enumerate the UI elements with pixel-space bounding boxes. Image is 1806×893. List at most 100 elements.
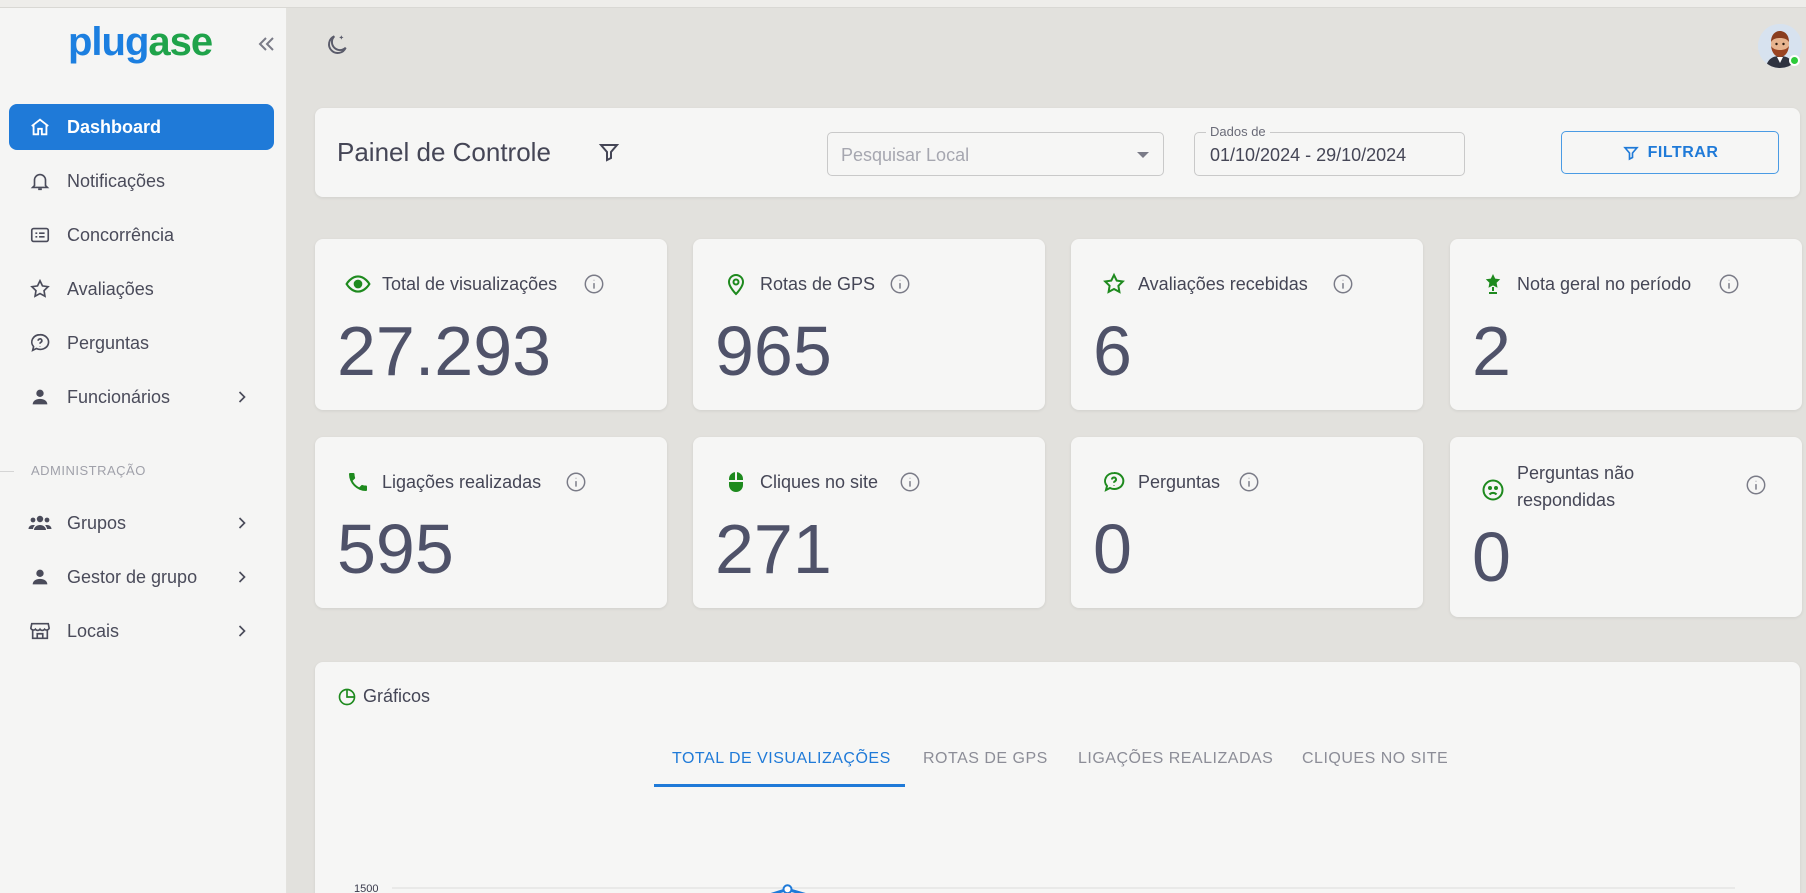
- stat-label: Ligações realizadas: [382, 472, 542, 492]
- star-icon: [28, 277, 52, 301]
- chevron-right-icon: [238, 625, 246, 637]
- sidebar-item-label: Locais: [67, 620, 120, 641]
- tab-total-visualizacoes[interactable]: TOTAL DE VISUALIZAÇÕES: [672, 750, 891, 767]
- page-title: Painel de Controle: [337, 137, 551, 167]
- home-icon: [28, 115, 52, 139]
- question-bubble-icon: [1101, 469, 1127, 495]
- stat-card-ligacoes: Ligações realizadas 595: [315, 437, 667, 608]
- group-icon: [28, 511, 52, 535]
- stat-label: Avaliações recebidas: [1138, 274, 1308, 294]
- date-range-field[interactable]: Dados de 01/10/2024 - 29/10/2024: [1194, 124, 1465, 176]
- info-icon[interactable]: [899, 471, 921, 493]
- stat-card-nota-geral: Nota geral no período 2: [1450, 239, 1802, 410]
- stat-card-avaliacoes-recebidas: Avaliações recebidas 6: [1071, 239, 1423, 410]
- section-divider: [0, 471, 14, 472]
- sidebar-item-label: Concorrência: [67, 224, 175, 245]
- stat-card-total-visualizacoes: Total de visualizações 27.293: [315, 239, 667, 410]
- window-top-edge: [0, 0, 1806, 8]
- stat-card-perguntas: Perguntas 0: [1071, 437, 1423, 608]
- info-icon[interactable]: [1332, 273, 1354, 295]
- stat-card-rotas-gps: Rotas de GPS 965: [693, 239, 1045, 410]
- active-tab-indicator: [654, 784, 905, 787]
- charts-title: Gráficos: [363, 686, 431, 706]
- date-range-value: 01/10/2024 - 29/10/2024: [1210, 145, 1407, 165]
- stat-value: 2: [1472, 312, 1511, 390]
- stat-value: 271: [715, 510, 832, 588]
- sidebar-item-perguntas[interactable]: Perguntas: [9, 320, 274, 366]
- stat-value: 27.293: [337, 312, 552, 390]
- map-pin-icon: [723, 271, 749, 297]
- tab-rotas-gps[interactable]: ROTAS DE GPS: [923, 750, 1048, 767]
- brand-logo[interactable]: plugase: [68, 20, 213, 65]
- chevron-down-icon: [1137, 152, 1149, 158]
- collapse-sidebar-icon[interactable]: [254, 32, 278, 56]
- filter-toggle-icon[interactable]: [597, 140, 623, 166]
- sidebar-item-funcionarios[interactable]: Funcionários: [9, 374, 274, 420]
- logo-part-a: a: [148, 20, 170, 64]
- theme-toggle-moon-icon[interactable]: [324, 32, 350, 58]
- info-icon[interactable]: [1718, 273, 1740, 295]
- trophy-star-icon: [1480, 271, 1506, 297]
- stat-value: 0: [1472, 518, 1511, 596]
- stat-label: Total de visualizações: [382, 274, 558, 294]
- views-line-chart: 1500 1350: [354, 883, 1735, 893]
- logo-part-se: se: [169, 20, 213, 64]
- logo-part-plug: plug: [68, 20, 149, 64]
- header-card: Painel de Controle Pesquisar Local Dados…: [315, 108, 1800, 197]
- tab-ligacoes-realizadas[interactable]: LIGAÇÕES REALIZADAS: [1078, 750, 1274, 767]
- stat-label: Nota geral no período: [1517, 274, 1692, 294]
- eye-icon: [345, 271, 371, 297]
- star-outline-icon: [1101, 271, 1127, 297]
- y-tick-label: 1500: [354, 883, 378, 893]
- sidebar: plugase Dashboard Notificações Concorrên…: [0, 8, 287, 893]
- sidebar-item-locais[interactable]: Locais: [9, 608, 274, 654]
- sidebar-item-avaliacoes[interactable]: Avaliações: [9, 266, 274, 312]
- sidebar-item-concorrencia[interactable]: Concorrência: [9, 212, 274, 258]
- info-icon[interactable]: [1745, 474, 1767, 496]
- stat-value: 6: [1093, 312, 1132, 390]
- info-icon[interactable]: [583, 273, 605, 295]
- sidebar-item-label: Notificações: [67, 170, 166, 191]
- sidebar-item-gestor-de-grupo[interactable]: Gestor de grupo: [9, 554, 274, 600]
- filter-icon: [1622, 146, 1639, 160]
- sidebar-item-label: Grupos: [67, 512, 127, 533]
- data-point[interactable]: [782, 884, 793, 893]
- sidebar-item-label: Avaliações: [67, 278, 154, 299]
- sidebar-item-label: Funcionários: [67, 386, 171, 407]
- mouse-icon: [723, 469, 749, 495]
- charts-card: Gráficos TOTAL DE VISUALIZAÇÕES ROTAS DE…: [315, 662, 1800, 893]
- person-icon: [28, 385, 52, 409]
- stat-label: Perguntas não respondidas: [1517, 463, 1635, 510]
- stat-card-cliques-site: Cliques no site 271: [693, 437, 1045, 608]
- stat-card-perguntas-nao-respondidas: Perguntas não respondidas 0: [1450, 437, 1802, 617]
- sidebar-item-label: Gestor de grupo: [67, 566, 198, 587]
- info-icon[interactable]: [1238, 471, 1260, 493]
- person-icon: [28, 565, 52, 589]
- stat-value: 965: [715, 312, 832, 390]
- store-icon: [28, 619, 52, 643]
- sidebar-item-dashboard[interactable]: Dashboard: [9, 104, 274, 150]
- chevron-right-icon: [238, 571, 246, 583]
- search-location-placeholder: Pesquisar Local: [841, 145, 970, 165]
- info-icon[interactable]: [565, 471, 587, 493]
- stat-value: 0: [1093, 510, 1132, 588]
- chevron-right-icon: [238, 391, 246, 403]
- stat-label: Cliques no site: [760, 472, 879, 492]
- phone-icon: [345, 469, 371, 495]
- chevron-right-icon: [238, 517, 246, 529]
- info-icon[interactable]: [889, 273, 911, 295]
- list-icon: [28, 223, 52, 247]
- search-location-select[interactable]: Pesquisar Local: [827, 132, 1164, 176]
- sidebar-item-notificacoes[interactable]: Notificações: [9, 158, 274, 204]
- user-avatar[interactable]: [1758, 24, 1802, 68]
- sad-face-icon: [1480, 477, 1506, 503]
- sidebar-item-grupos[interactable]: Grupos: [9, 500, 274, 546]
- tab-cliques-site[interactable]: CLIQUES NO SITE: [1302, 750, 1449, 767]
- stat-label: Perguntas: [1138, 472, 1221, 492]
- question-bubble-icon: [28, 331, 52, 355]
- filter-button[interactable]: FILTRAR: [1561, 131, 1779, 174]
- bell-icon: [28, 169, 52, 193]
- filter-button-label: FILTRAR: [1647, 143, 1719, 161]
- date-range-label: Dados de: [1206, 124, 1270, 139]
- stat-value: 595: [337, 510, 454, 588]
